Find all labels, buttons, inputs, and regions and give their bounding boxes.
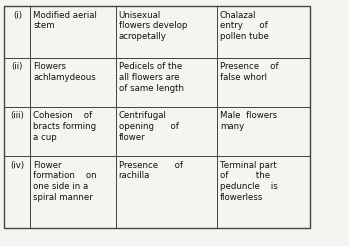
Text: Pedicels of the
all flowers are
of same length: Pedicels of the all flowers are of same … [119,62,184,93]
Text: (i): (i) [13,11,22,20]
Bar [30,156,116,228]
Text: (iv): (iv) [10,161,24,170]
Text: Centrifugal
opening      of
flower: Centrifugal opening of flower [119,111,179,142]
Text: Flower
formation    on
one side in a
spiral manner: Flower formation on one side in a spiral… [33,161,97,202]
Text: Presence    of
false whorl: Presence of false whorl [220,62,279,82]
Text: Presence      of
rachilla: Presence of rachilla [119,161,183,180]
Bar [116,6,217,58]
Bar [4,58,30,107]
Bar [217,107,310,156]
Bar [30,6,116,58]
Bar [4,107,30,156]
Text: Terminal part
of          the
peduncle    is
flowerless: Terminal part of the peduncle is flowerl… [220,161,277,202]
Text: Cohesion    of
bracts forming
a cup: Cohesion of bracts forming a cup [33,111,96,142]
Text: Flowers
achlamydeous: Flowers achlamydeous [33,62,96,82]
Bar [4,6,310,228]
Text: Unisexual
flowers develop
acropetally: Unisexual flowers develop acropetally [119,11,187,41]
Bar [217,156,310,228]
Bar [217,58,310,107]
Bar [116,107,217,156]
Bar [4,156,30,228]
Text: (iii): (iii) [10,111,24,121]
Text: Chalazal
entry      of
pollen tube: Chalazal entry of pollen tube [220,11,269,41]
Text: (ii): (ii) [12,62,23,71]
Bar [30,58,116,107]
Bar [217,6,310,58]
Bar [4,6,30,58]
Text: Male  flowers
many: Male flowers many [220,111,277,131]
Bar [30,107,116,156]
Bar [116,58,217,107]
Bar [116,156,217,228]
Text: Modified aerial
stem: Modified aerial stem [33,11,97,30]
